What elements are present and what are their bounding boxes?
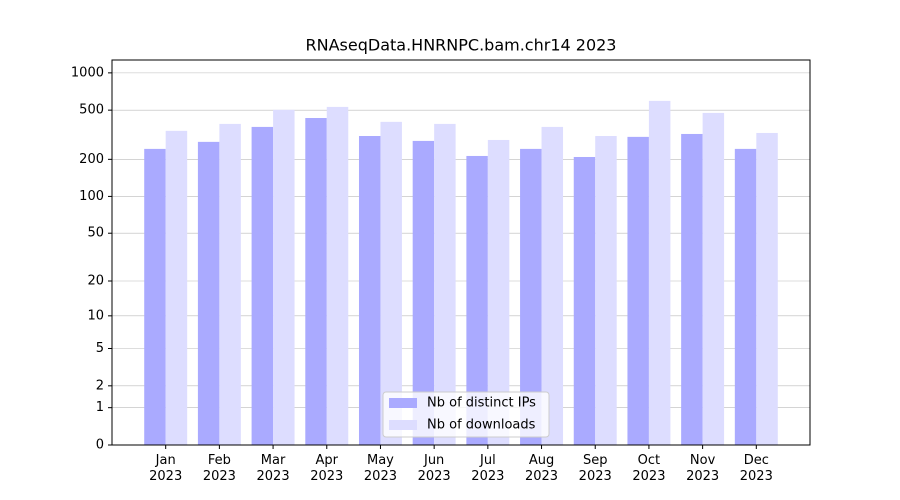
x-tick-label: Jun 2023 [417,453,451,484]
bar [380,121,402,446]
legend-swatch [389,398,417,408]
bar [734,148,757,445]
x-tick-label: Oct 2023 [632,453,666,484]
x-tick-label: Sep 2023 [578,453,612,484]
x-tick-label: Dec 2023 [739,453,773,484]
bar [487,139,510,446]
x-tick-label: Mar 2023 [256,453,290,484]
y-tick-label: 50 [87,226,104,241]
y-tick-label: 5 [96,341,104,356]
bar [466,155,488,445]
bar [273,109,295,445]
legend-label: Nb of downloads [427,418,536,433]
legend-label: Nb of distinct IPs [427,396,536,411]
bar [219,123,241,446]
legend-box [382,391,550,438]
x-tick-label: Jul 2023 [471,453,505,484]
legend-swatch [389,420,417,430]
chart-title: RNAseqData.HNRNPC.bam.chr14 2023 [306,36,617,55]
bar [412,140,435,446]
y-tick-label: 100 [79,189,104,204]
x-tick-label: May 2023 [363,453,397,484]
bar [165,130,188,445]
bar [573,156,596,445]
bar [627,136,649,445]
bar [251,126,274,445]
bar [681,133,703,446]
bar [358,136,381,445]
plot-frame [111,59,811,446]
bar [434,123,456,446]
y-tick-label: 10 [87,308,104,323]
y-tick-label: 200 [79,152,104,167]
x-tick-label: Nov 2023 [686,453,720,484]
bar [144,148,166,445]
y-tick-label: 2 [96,378,104,393]
bar [595,136,617,445]
bar [197,141,220,445]
bar [756,132,778,445]
y-tick-label: 20 [87,274,104,289]
bar [305,118,327,445]
y-tick-label: 1 [96,400,104,415]
y-tick-label: 0 [96,438,104,453]
bar [648,100,671,446]
bar [702,112,725,446]
bar [326,106,349,446]
bar [520,148,542,445]
y-tick-label: 1000 [71,65,104,80]
x-tick-label: Aug 2023 [524,453,559,484]
bar [541,126,564,445]
x-tick-label: Apr 2023 [310,453,344,484]
y-tick-label: 500 [79,103,104,118]
x-tick-label: Feb 2023 [202,453,236,484]
x-tick-label: Jan 2023 [149,453,183,484]
